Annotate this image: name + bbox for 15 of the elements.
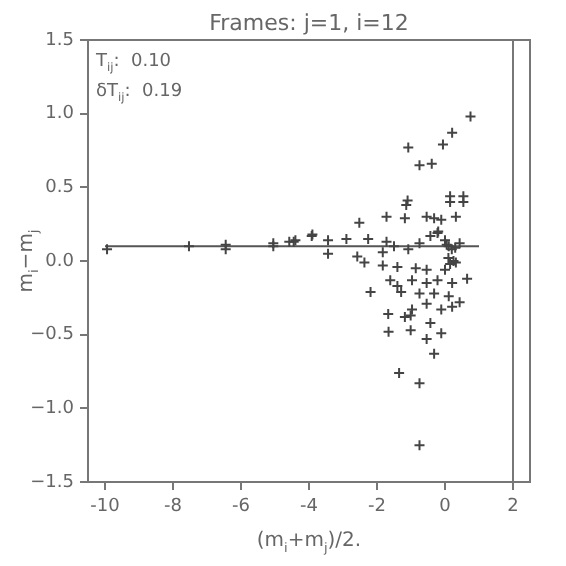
y-tick-label: 0.0 — [45, 251, 75, 272]
y-tick-label: 0.5 — [45, 178, 74, 199]
x-tick-label: -4 — [300, 497, 319, 518]
x-tick-label: 2 — [507, 497, 519, 518]
x-tick-label: 0 — [439, 497, 452, 518]
y-tick-label: 1.5 — [45, 30, 74, 51]
x-tick-label: -2 — [368, 497, 386, 518]
y-tick-label: −0.5 — [30, 325, 74, 346]
y-tick-label: −1.5 — [30, 472, 74, 493]
chart-title: Frames: j=1, i=12 — [209, 10, 409, 36]
y-tick-label: −1.0 — [30, 399, 75, 420]
x-tick-label: -10 — [90, 497, 121, 518]
x-tick-label: -8 — [164, 497, 183, 518]
y-tick-label: 1.0 — [45, 104, 75, 125]
x-tick-label: -6 — [232, 497, 251, 518]
